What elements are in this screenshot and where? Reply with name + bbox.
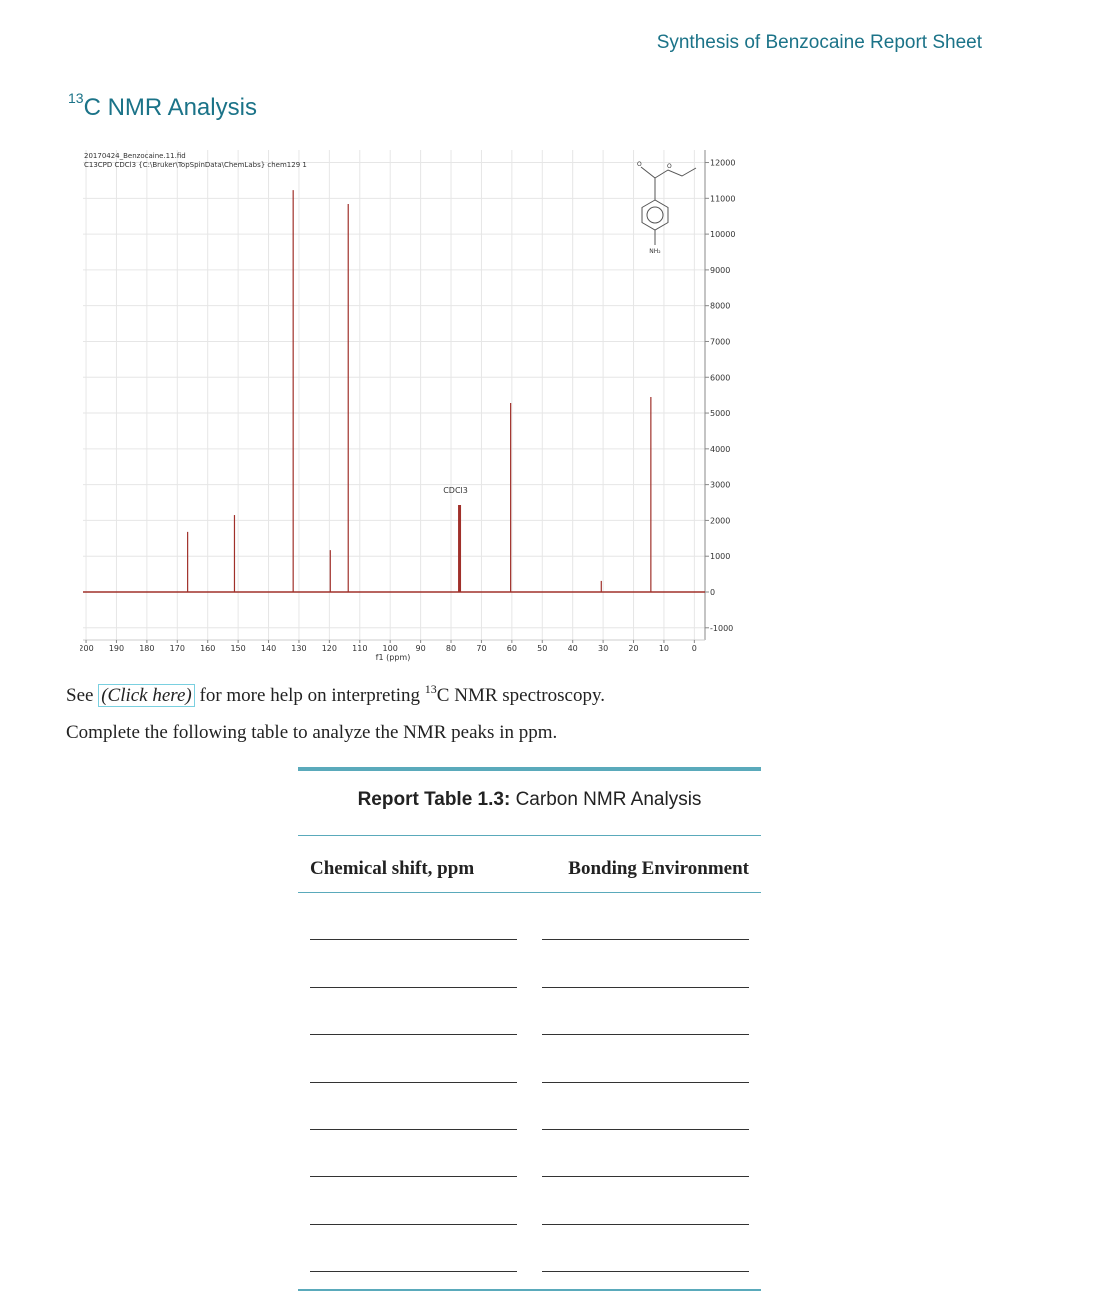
caption-text: Carbon NMR Analysis [510, 789, 702, 810]
answer-row [298, 1130, 761, 1178]
atom-label: O [667, 163, 672, 170]
rule [298, 835, 761, 836]
y-tick-label: 3000 [710, 481, 730, 490]
params-label: C13CPD CDCl3 {C:\Bruker\TopSpinData\Chem… [84, 161, 307, 169]
nmr-spectrum: 200 190 180 170 160 150 140 130 120 110 100 90 80 70 6… [78, 150, 735, 662]
x-tick-label: 10 [659, 644, 669, 653]
y-tick-label: 8000 [710, 302, 730, 311]
x-tick-label: 170 [170, 644, 185, 653]
instruction: Complete the following table to analyze … [66, 722, 558, 743]
column-header: Chemical shift, ppm [310, 858, 475, 879]
answer-blank [542, 1271, 749, 1273]
peak-label: CDCl3 [443, 486, 468, 495]
y-tick-label: 12000 [710, 159, 735, 168]
atom-label: NH₂ [649, 248, 661, 255]
x-tick-label: 70 [476, 644, 486, 653]
y-tick-label: 6000 [710, 373, 730, 382]
superscript: 13 [424, 682, 437, 696]
rule [298, 1289, 761, 1292]
answer-blank [310, 939, 517, 941]
answer-blank [310, 1034, 517, 1036]
answer-blank [542, 1081, 749, 1083]
answer-blank [310, 1081, 517, 1083]
superscript: 13 [68, 90, 84, 106]
answer-blank [542, 1223, 749, 1225]
x-tick-label: 90 [416, 644, 426, 653]
table-body [298, 893, 761, 1273]
report-table: Report Table 1.3: Carbon NMR Analysis Ch… [298, 767, 761, 1292]
answer-blank [310, 1271, 517, 1273]
section-title: 13C NMR Analysis [68, 90, 257, 122]
x-tick-label: 40 [568, 644, 578, 653]
answer-blank [310, 1176, 517, 1178]
header-row: Chemical shift, ppm Bonding Environment [298, 836, 761, 893]
answer-blank [310, 1128, 517, 1130]
column-header: Bonding Environment [568, 858, 749, 879]
x-tick-label: 0 [692, 644, 697, 653]
x-tick-label: 190 [109, 644, 124, 653]
table-caption: Report Table 1.3: Carbon NMR Analysis [298, 789, 761, 811]
x-tick-label: 50 [537, 644, 547, 653]
x-tick-label: 20 [628, 644, 638, 653]
help-link[interactable]: (Click here) [98, 684, 195, 707]
answer-row [298, 988, 761, 1036]
x-tick-label: 140 [261, 644, 276, 653]
answer-row [298, 940, 761, 988]
answer-row [298, 1035, 761, 1083]
answer-blank [310, 1223, 517, 1225]
rule [298, 767, 761, 771]
title-text: C NMR Analysis [83, 94, 257, 121]
caption-label: Report Table 1.3: [357, 789, 511, 810]
x-axis-label: f1 (ppm) [376, 653, 411, 662]
text: for more help on interpreting [194, 685, 425, 706]
answer-row [298, 893, 761, 941]
text: See [66, 685, 99, 706]
answer-blank [310, 986, 517, 988]
text: C NMR spectroscopy. [436, 685, 605, 706]
y-tick-label: 7000 [710, 337, 730, 346]
answer-blank [542, 1176, 749, 1178]
answer-blank [542, 1128, 749, 1130]
x-tick-label: 120 [322, 644, 337, 653]
y-tick-label: 11000 [710, 194, 735, 203]
answer-blank [542, 986, 749, 988]
y-tick-label: 4000 [710, 445, 730, 454]
answer-row [298, 1177, 761, 1225]
x-tick-label: 200 [78, 644, 93, 653]
y-tick-label: 0 [710, 588, 715, 597]
y-tick-label: 2000 [710, 516, 730, 525]
answer-blank [542, 1034, 749, 1036]
x-tick-label: 60 [507, 644, 517, 653]
aromatic-circle [646, 206, 664, 224]
x-tick-label: 100 [383, 644, 398, 653]
x-tick-label: 160 [200, 644, 215, 653]
y-tick-label: 1000 [710, 552, 730, 561]
x-tick-label: 150 [230, 644, 245, 653]
answer-blank [542, 939, 749, 941]
answer-row [298, 1083, 761, 1130]
structure-bonds [640, 166, 656, 200]
atom-label: O [637, 161, 642, 168]
page-header: Synthesis of Benzocaine Report Sheet [656, 32, 982, 53]
x-tick-label: 130 [291, 644, 306, 653]
answer-row [298, 1225, 761, 1273]
x-tick-label: 180 [139, 644, 154, 653]
x-tick-label: 30 [598, 644, 608, 653]
x-tick-label: 110 [352, 644, 367, 653]
file-label: 20170424_Benzocaine.11.fid [84, 152, 186, 160]
help-line: See (Click here) for more help on interp… [66, 682, 605, 707]
x-tick-label: 80 [446, 644, 456, 653]
y-tick-label: 10000 [710, 230, 735, 239]
y-tick-label: 9000 [710, 266, 730, 275]
y-tick-label: -1000 [710, 624, 733, 633]
y-tick-label: 5000 [710, 409, 730, 418]
structure-bonds [654, 167, 697, 179]
